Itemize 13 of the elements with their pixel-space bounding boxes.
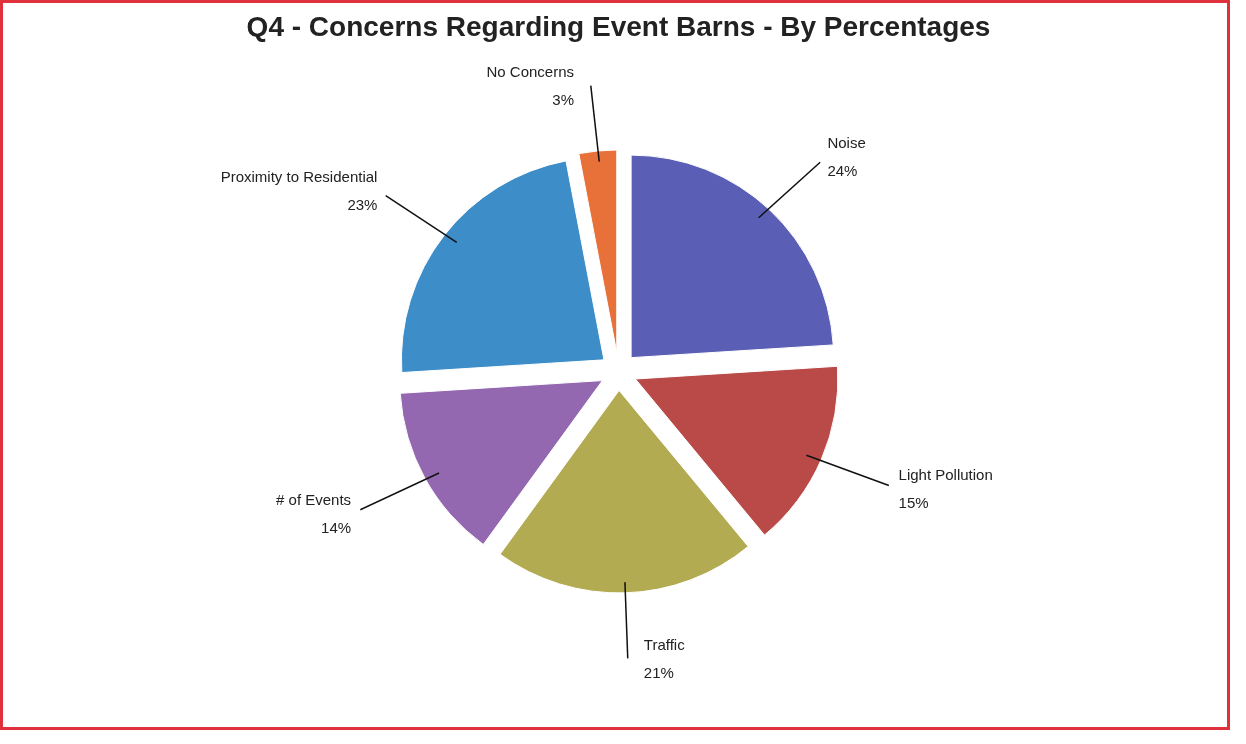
slice-label: Light Pollution bbox=[898, 466, 993, 484]
data-label: 23% bbox=[347, 195, 378, 213]
data-label: 15% bbox=[898, 494, 929, 512]
slice-label: Noise bbox=[827, 133, 866, 151]
data-label: 3% bbox=[552, 91, 575, 109]
slice-label: No Concerns bbox=[486, 63, 575, 81]
data-label: 24% bbox=[827, 161, 858, 179]
data-label: 21% bbox=[643, 663, 674, 681]
slice-label: Proximity to Residential bbox=[220, 168, 378, 186]
slice-label: # of Events bbox=[276, 491, 352, 509]
slice-label: Traffic bbox=[643, 635, 686, 653]
chart-title: Q4 - Concerns Regarding Event Barns - By Percentages bbox=[246, 10, 991, 42]
data-label: 14% bbox=[321, 519, 352, 537]
